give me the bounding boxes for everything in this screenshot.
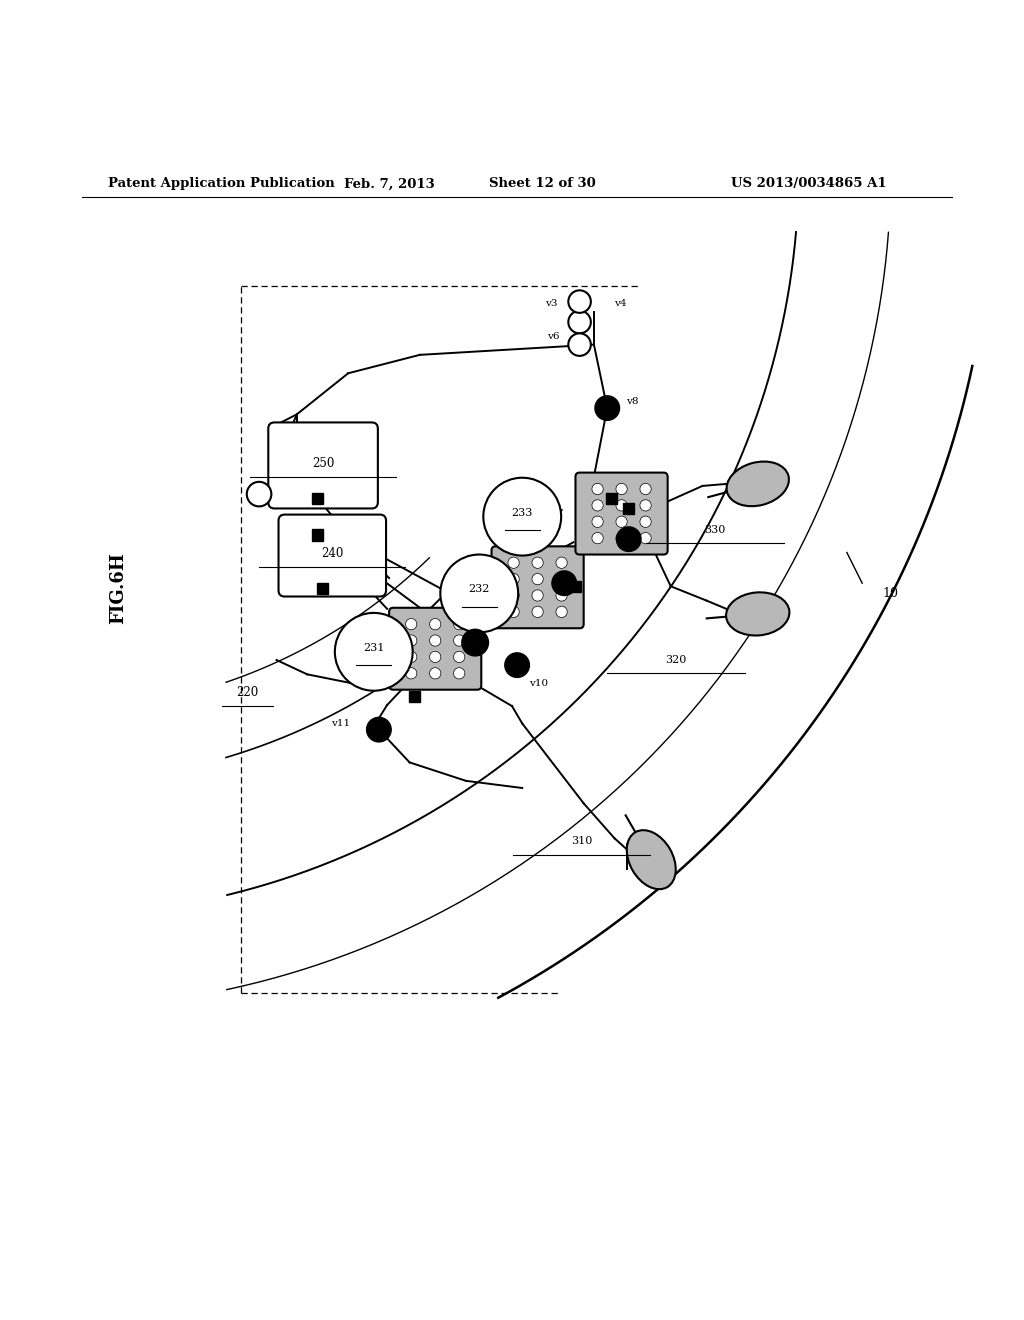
Circle shape: [556, 590, 567, 601]
Circle shape: [640, 516, 651, 528]
Circle shape: [247, 482, 271, 507]
Bar: [410, 692, 421, 702]
Circle shape: [367, 717, 391, 742]
Circle shape: [616, 516, 627, 528]
Circle shape: [532, 606, 543, 618]
Circle shape: [454, 651, 465, 663]
Text: 220: 220: [237, 686, 259, 700]
FancyBboxPatch shape: [492, 546, 584, 628]
Circle shape: [483, 478, 561, 556]
Circle shape: [592, 532, 603, 544]
Text: v6: v6: [547, 331, 559, 341]
Circle shape: [556, 573, 567, 585]
Text: US 2013/0034865 A1: US 2013/0034865 A1: [731, 177, 887, 190]
Circle shape: [406, 668, 417, 678]
Text: v11: v11: [331, 719, 350, 729]
Circle shape: [616, 527, 641, 552]
Text: FIG.6H: FIG.6H: [109, 552, 127, 624]
Text: 330: 330: [705, 525, 725, 535]
Circle shape: [505, 653, 529, 677]
Text: 240: 240: [322, 546, 343, 560]
Circle shape: [335, 612, 413, 690]
Circle shape: [440, 554, 518, 632]
Circle shape: [592, 516, 603, 528]
Circle shape: [640, 500, 651, 511]
Ellipse shape: [726, 593, 790, 635]
Circle shape: [406, 619, 417, 630]
Circle shape: [568, 290, 591, 313]
Circle shape: [532, 557, 543, 569]
Bar: [570, 581, 582, 591]
Circle shape: [616, 500, 627, 511]
Circle shape: [592, 500, 603, 511]
Bar: [311, 529, 324, 541]
Circle shape: [508, 573, 519, 585]
Text: 310: 310: [571, 837, 592, 846]
Text: 10: 10: [883, 587, 899, 599]
Circle shape: [556, 557, 567, 569]
Circle shape: [556, 606, 567, 618]
Text: 233: 233: [512, 508, 532, 517]
Circle shape: [568, 334, 591, 356]
Circle shape: [532, 573, 543, 585]
Text: Feb. 7, 2013: Feb. 7, 2013: [344, 177, 434, 190]
Text: v12: v12: [443, 659, 463, 668]
Circle shape: [532, 590, 543, 601]
Text: Patent Application Publication: Patent Application Publication: [108, 177, 334, 190]
Circle shape: [430, 651, 440, 663]
Text: Sheet 12 of 30: Sheet 12 of 30: [489, 177, 596, 190]
Text: 320: 320: [666, 655, 686, 665]
Text: v9: v9: [647, 528, 659, 537]
Circle shape: [552, 572, 577, 595]
Circle shape: [616, 483, 627, 495]
Circle shape: [508, 606, 519, 618]
Circle shape: [454, 635, 465, 647]
Circle shape: [430, 668, 440, 678]
Circle shape: [616, 532, 627, 544]
Circle shape: [508, 590, 519, 601]
Ellipse shape: [727, 462, 788, 506]
Circle shape: [640, 532, 651, 544]
Circle shape: [406, 635, 417, 647]
Text: v4: v4: [614, 300, 627, 308]
Text: 250: 250: [312, 457, 334, 470]
Circle shape: [568, 310, 591, 334]
Text: v3: v3: [545, 300, 557, 308]
Text: 231: 231: [364, 643, 384, 652]
Bar: [606, 492, 616, 504]
FancyBboxPatch shape: [268, 422, 378, 508]
Bar: [311, 492, 324, 504]
Circle shape: [454, 619, 465, 630]
FancyBboxPatch shape: [389, 607, 481, 689]
Circle shape: [462, 630, 488, 656]
FancyBboxPatch shape: [279, 515, 386, 597]
Text: v10: v10: [529, 678, 549, 688]
Circle shape: [592, 483, 603, 495]
Circle shape: [430, 619, 440, 630]
Circle shape: [454, 668, 465, 678]
Circle shape: [595, 396, 620, 420]
Circle shape: [406, 651, 417, 663]
FancyBboxPatch shape: [575, 473, 668, 554]
Circle shape: [640, 483, 651, 495]
Ellipse shape: [627, 830, 676, 890]
Text: 232: 232: [469, 585, 489, 594]
Text: v13: v13: [532, 560, 552, 569]
Bar: [623, 503, 635, 513]
Circle shape: [430, 635, 440, 647]
Bar: [317, 582, 328, 594]
Text: v8: v8: [626, 397, 638, 407]
Circle shape: [508, 557, 519, 569]
